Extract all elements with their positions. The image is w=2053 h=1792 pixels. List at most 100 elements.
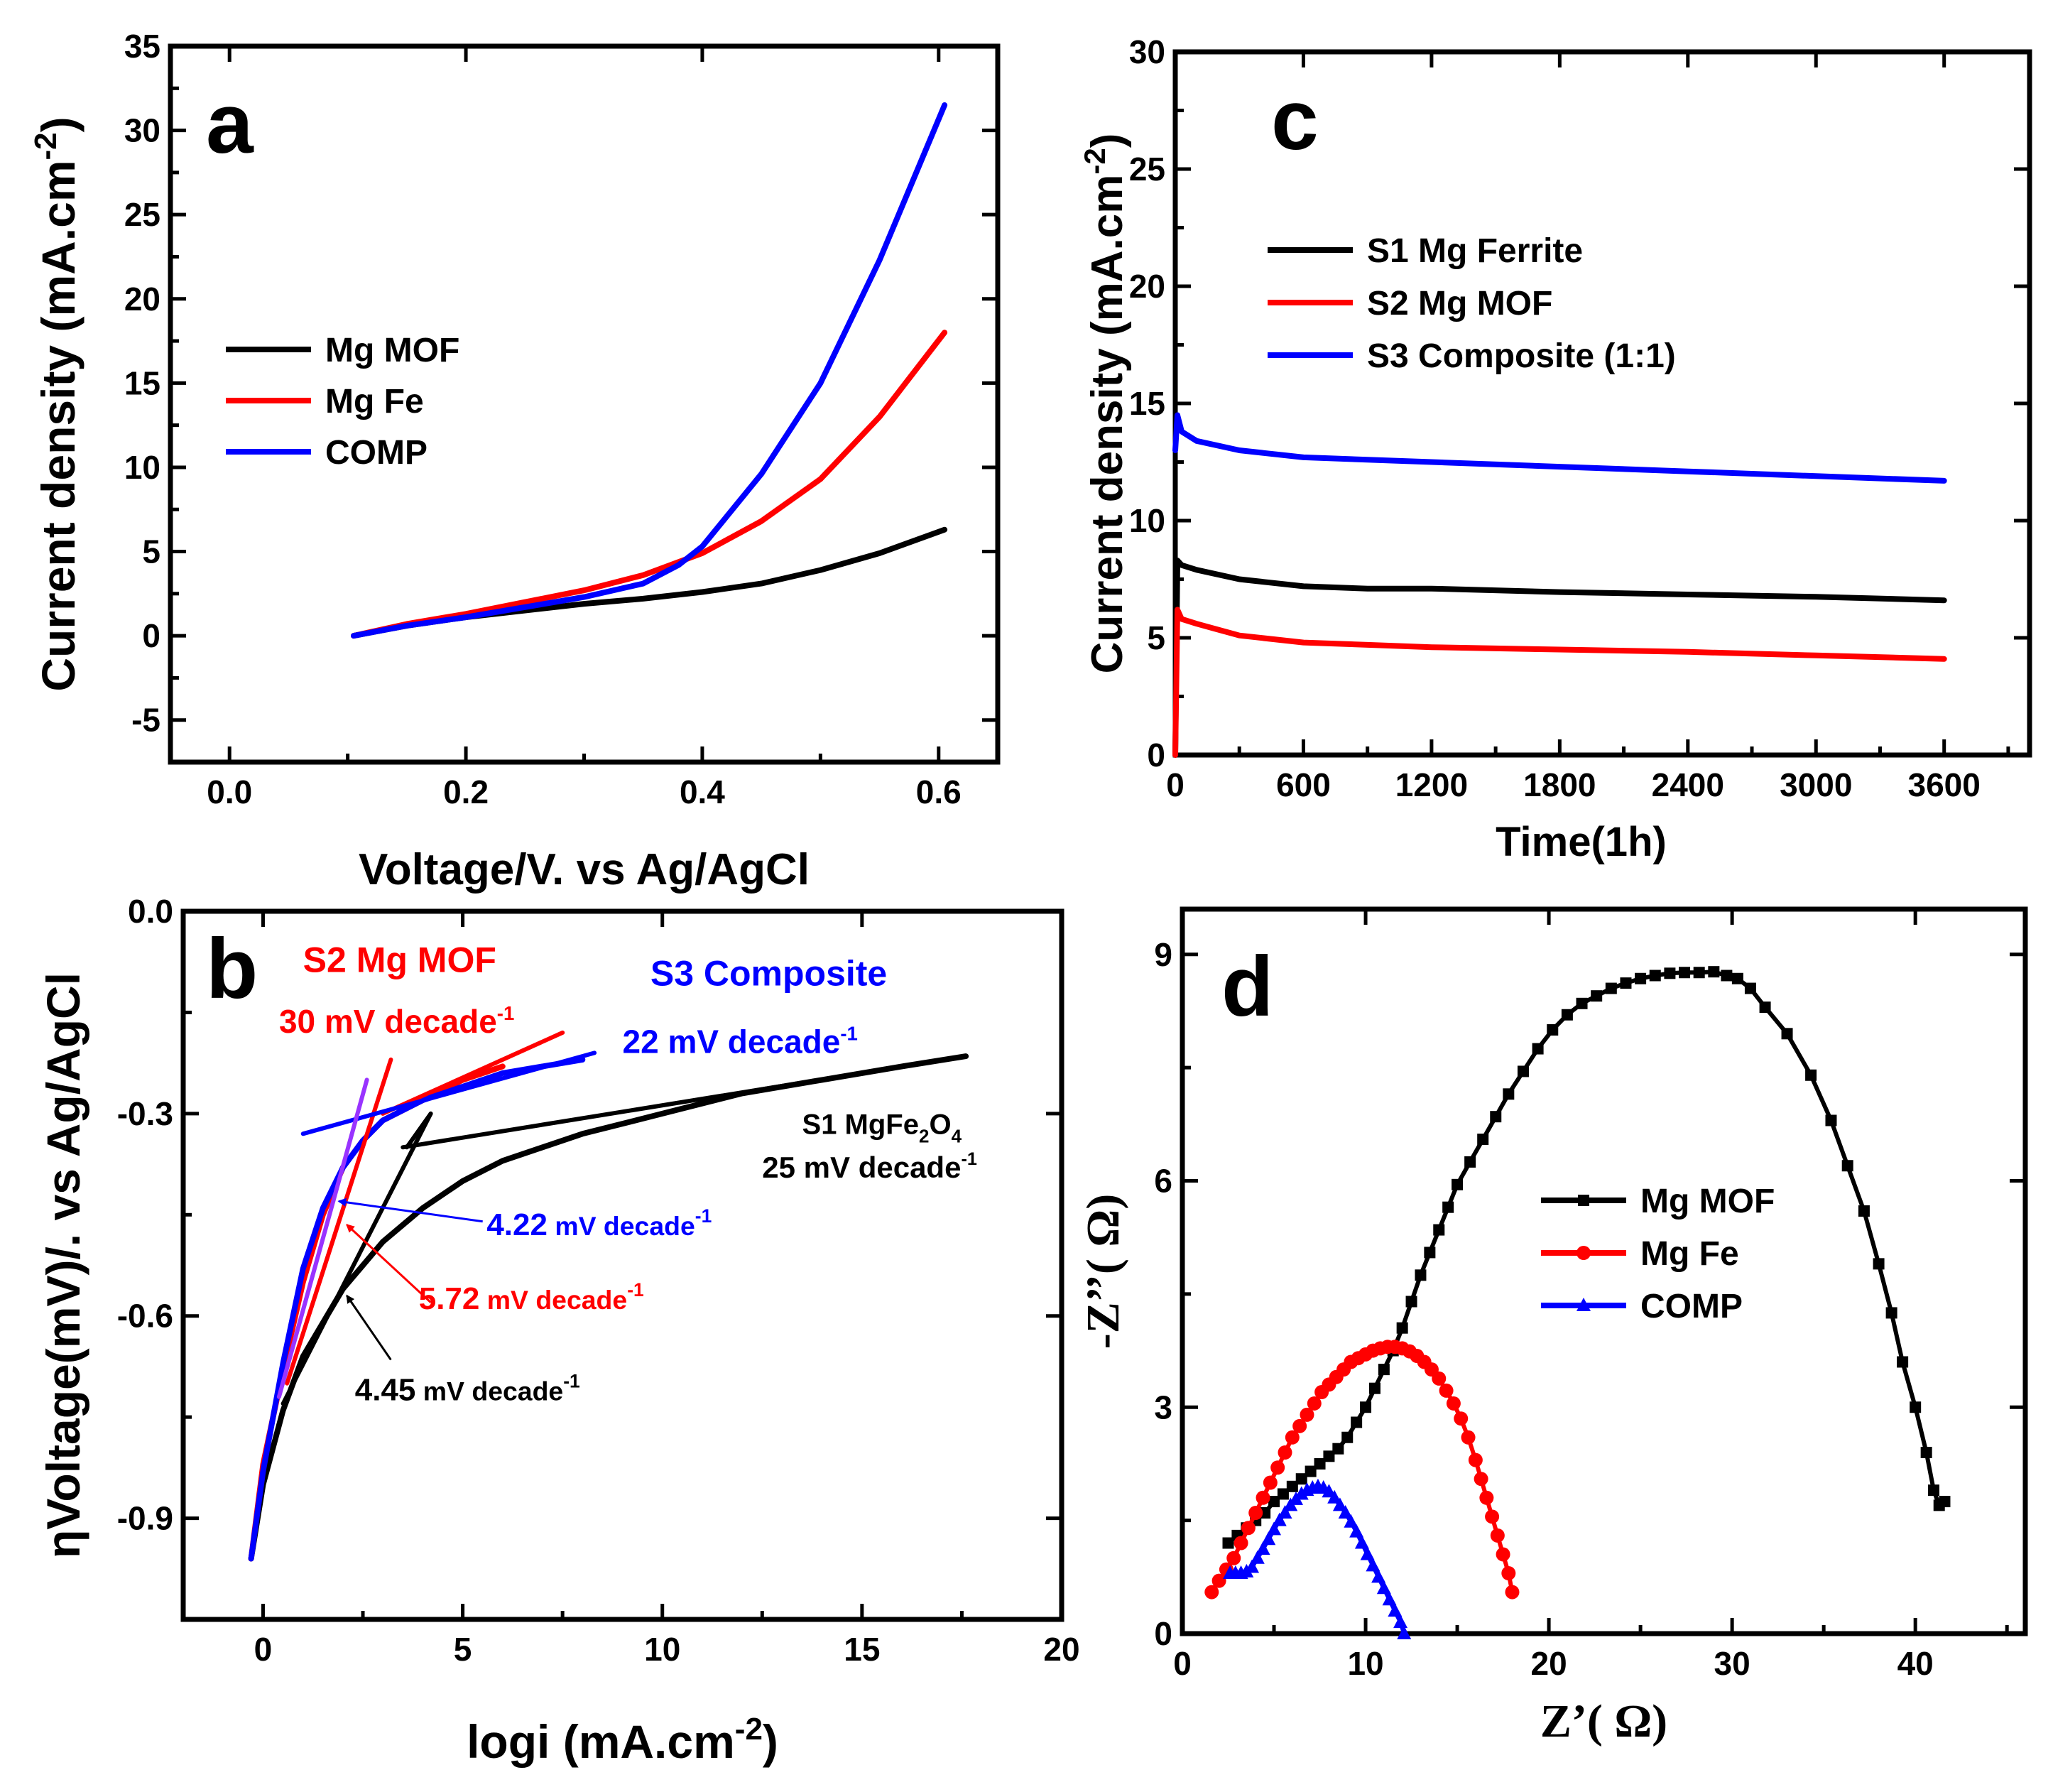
triangle-marker — [1354, 1535, 1369, 1549]
y-tick-label: 6 — [1154, 1163, 1172, 1200]
panel-d: 0 10 20 30 40 0 3 6 9 d Mg MOF Mg Fe COMP Z’( Ω) -Z’’(… — [1077, 906, 2028, 1747]
tafel-fit-line — [300, 1050, 597, 1136]
circle-marker — [1234, 1536, 1248, 1551]
plot-frame — [180, 908, 1064, 1622]
annotation-text: 22 mV decade-1 — [623, 1022, 858, 1060]
square-marker — [1927, 1484, 1939, 1497]
y-label-end: ) — [32, 116, 85, 132]
circle-marker — [1204, 1585, 1219, 1600]
tafel-fit-line — [276, 1077, 369, 1399]
triangle-marker — [1245, 1559, 1260, 1573]
square-marker — [1222, 1537, 1234, 1549]
square-marker — [1268, 1496, 1280, 1508]
legend-label: COMP — [1640, 1288, 1743, 1325]
x-tick-label: 0.4 — [680, 773, 725, 810]
x-tick-label: 3000 — [1780, 766, 1852, 803]
circle-marker — [1256, 1490, 1270, 1505]
triangle-marker — [1338, 1505, 1353, 1519]
circle-marker — [1241, 1521, 1256, 1536]
x-ticks: 0 600 1200 1800 2400 3000 3600 — [1166, 52, 2010, 803]
square-marker — [1532, 1043, 1544, 1055]
square-marker — [1873, 1258, 1885, 1270]
y-tick-label: 15 — [124, 364, 160, 401]
x-tick-label: 0 — [1166, 766, 1185, 803]
y-ticks: 0 5 10 15 20 25 30 — [1129, 33, 2030, 773]
square-marker — [1314, 1457, 1326, 1470]
annot-rest: mV decade — [415, 1376, 563, 1406]
circle-marker — [1211, 1573, 1226, 1588]
square-marker — [1841, 1160, 1853, 1172]
square-marker — [1744, 982, 1756, 994]
legend-marker — [1576, 1298, 1591, 1311]
triangle-marker — [1349, 1524, 1364, 1538]
square-marker — [1939, 1496, 1951, 1508]
x-tick-label: 10 — [644, 1631, 680, 1668]
y-tick-label: 0 — [142, 617, 160, 654]
square-marker — [1920, 1447, 1932, 1458]
triangle-marker — [1393, 1614, 1408, 1629]
annot-sub: 2 — [919, 1125, 929, 1146]
x-ticks: 0.0 0.2 0.4 0.6 — [207, 46, 962, 810]
x-tick-label: 3600 — [1908, 766, 1981, 803]
x-tick-label: 15 — [844, 1631, 880, 1668]
tafel-fit-line — [401, 1054, 969, 1150]
y-label-end: ) — [1083, 134, 1132, 148]
x-tick-label: 2400 — [1652, 766, 1724, 803]
panel-c: 0 600 1200 1800 2400 3000 3600 0 5 10 15 20 25 30 c S1 … — [1078, 33, 2032, 865]
y-tick-label: 20 — [1129, 268, 1165, 305]
square-marker — [1360, 1401, 1372, 1413]
square-marker — [1452, 1178, 1464, 1190]
y-tick-label: 5 — [142, 533, 160, 570]
x-tick-label: 10 — [1347, 1645, 1383, 1682]
y-tick-label: 25 — [124, 196, 160, 233]
annot-mid: O — [929, 1109, 951, 1140]
x-axis-label: Time(1h) — [1496, 819, 1667, 865]
square-marker — [1708, 966, 1720, 978]
series-line-s1-mg-ferrite — [1172, 558, 1947, 758]
legend: Mg MOF Mg Fe COMP — [226, 332, 459, 472]
legend-label: S1 Mg Ferrite — [1367, 232, 1583, 270]
x-label-sup: -2 — [735, 1712, 763, 1747]
annotation-arrow — [337, 1198, 483, 1223]
circle-marker — [1270, 1460, 1285, 1475]
y-tick-label: -0.9 — [117, 1500, 173, 1537]
y-axis-label: Current density (mA.cm-2) — [1078, 134, 1132, 674]
x-tick-label: 0 — [1173, 1645, 1192, 1682]
circle-marker — [1439, 1383, 1454, 1398]
annot-sup: -1 — [840, 1022, 858, 1044]
annotation-arrow — [346, 1294, 392, 1361]
square-marker — [1351, 1416, 1363, 1428]
y-label-sup: -2 — [28, 132, 63, 160]
y-tick-label: 3 — [1154, 1389, 1172, 1426]
legend-label: Mg Fe — [1640, 1235, 1739, 1273]
legend: S1 Mg Ferrite S2 Mg MOF S3 Composite (1:1) — [1268, 232, 1676, 375]
circle-marker — [1490, 1528, 1505, 1543]
x-tick-label: 5 — [454, 1631, 472, 1668]
annot-rest: mV decade — [479, 1285, 627, 1315]
annotation-text: 25 mV decade-1 — [762, 1149, 977, 1184]
y-tick-label: 0.0 — [128, 893, 173, 930]
circle-marker — [1505, 1585, 1520, 1600]
triangle-marker — [1261, 1531, 1276, 1546]
legend-label: COMP — [325, 434, 428, 472]
x-tick-label: 600 — [1276, 766, 1331, 803]
y-tick-label: -0.6 — [117, 1298, 173, 1335]
square-marker — [1442, 1201, 1454, 1213]
triangle-marker — [1388, 1603, 1403, 1617]
y-tick-label: 15 — [1129, 385, 1165, 422]
square-marker — [1490, 1111, 1502, 1123]
square-marker — [1405, 1296, 1417, 1308]
circle-marker — [1300, 1407, 1314, 1422]
panel-letter: a — [206, 76, 254, 171]
circle-marker — [1454, 1411, 1469, 1426]
annot-main: S1 MgFe — [802, 1109, 919, 1140]
series-line-comp — [351, 102, 948, 639]
circle-marker — [1263, 1475, 1278, 1490]
annot-main: 22 mV decade — [623, 1023, 841, 1060]
triangle-marker — [1267, 1521, 1282, 1536]
square-marker — [1649, 970, 1661, 982]
annot-sup: -1 — [961, 1149, 976, 1169]
square-marker — [1721, 970, 1733, 982]
triangle-marker — [1332, 1497, 1347, 1511]
x-ticks: 0 10 20 30 40 — [1173, 909, 2009, 1682]
